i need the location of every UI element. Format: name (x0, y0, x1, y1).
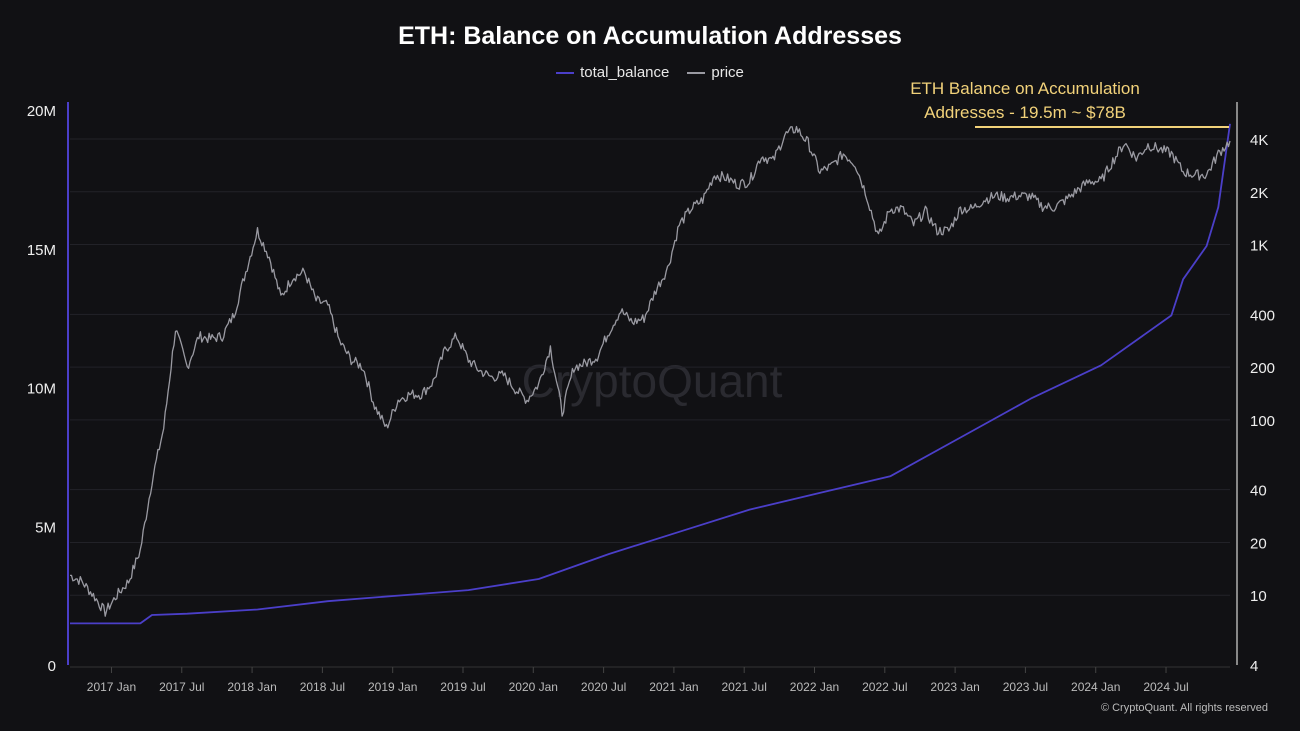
y-right-tick-label: 4K (1250, 132, 1268, 149)
legend-label: price (711, 64, 744, 81)
x-tick-label: 2022 Jul (862, 680, 907, 694)
copyright: © CryptoQuant. All rights reserved (1100, 702, 1268, 714)
y-right-tick-label: 10 (1250, 588, 1267, 605)
y-left-tick-label: 5M (35, 519, 56, 536)
y-right-tick-label: 1K (1250, 238, 1268, 255)
legend: total_balance price (0, 64, 1300, 81)
annotation-line1: ETH Balance on Accumulation (910, 79, 1140, 98)
x-tick-label: 2024 Jan (1071, 680, 1120, 694)
x-tick-label: 2017 Jan (87, 680, 136, 694)
y-left-tick-label: 10M (27, 381, 56, 398)
y-left-tick-label: 0 (48, 658, 56, 675)
y-right-tick-label: 20 (1250, 535, 1267, 552)
annotation-line2: Addresses - 19.5m ~ $78B (924, 103, 1126, 122)
x-tick-label: 2020 Jul (581, 680, 626, 694)
legend-swatch (687, 71, 706, 74)
legend-swatch (556, 71, 575, 74)
y-right-tick-label: 2K (1250, 185, 1268, 202)
x-tick-label: 2022 Jan (790, 680, 839, 694)
x-tick-label: 2020 Jan (509, 680, 558, 694)
series-line-total-balance (70, 123, 1231, 625)
x-tick-label: 2018 Jul (300, 680, 345, 694)
y-right-tick-label: 4 (1250, 658, 1258, 675)
chart-title: ETH: Balance on Accumulation Addresses (398, 22, 902, 50)
x-tick-label: 2019 Jan (368, 680, 417, 694)
y-right-tick-label: 400 (1250, 307, 1275, 324)
legend-label: total_balance (580, 64, 670, 81)
series-line-price (70, 125, 1231, 617)
y-left-tick-label: 15M (27, 242, 56, 259)
annotation: ETH Balance on Accumulation Addresses - 1… (880, 77, 1170, 125)
x-tick-label: 2017 Jul (159, 680, 204, 694)
y-left-tick-label: 20M (27, 103, 56, 120)
y-right-tick-label: 40 (1250, 483, 1267, 500)
legend-item-price[interactable]: price (687, 64, 744, 81)
x-tick-label: 2023 Jul (1003, 680, 1048, 694)
x-tick-label: 2024 Jul (1143, 680, 1188, 694)
legend-item-total-balance[interactable]: total_balance (556, 64, 669, 81)
x-tick-label: 2023 Jan (930, 680, 979, 694)
x-tick-label: 2021 Jul (722, 680, 767, 694)
x-tick-label: 2019 Jul (440, 680, 485, 694)
x-tick-label: 2021 Jan (649, 680, 698, 694)
x-tick-label: 2018 Jan (227, 680, 276, 694)
y-right-tick-label: 100 (1250, 413, 1275, 430)
y-right-tick-label: 200 (1250, 360, 1275, 377)
